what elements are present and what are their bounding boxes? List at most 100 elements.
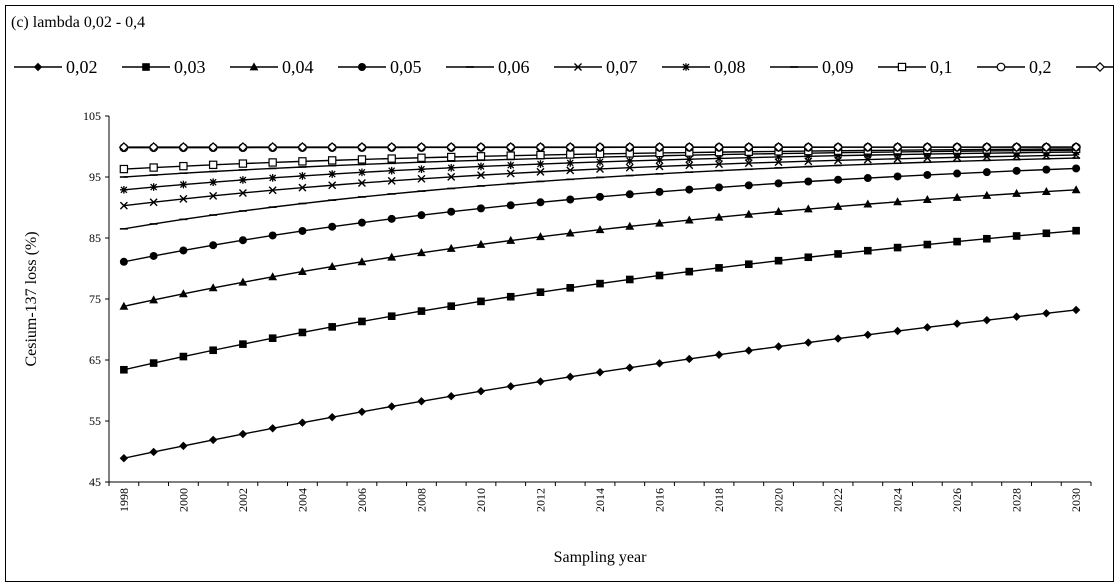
data-point	[773, 142, 784, 153]
x-tick-label: 2016	[653, 488, 667, 512]
data-point	[654, 142, 665, 153]
data-point	[833, 142, 844, 153]
data-point	[120, 365, 128, 374]
data-point	[566, 284, 575, 292]
data-point	[535, 142, 546, 153]
data-point	[179, 194, 188, 203]
data-point	[953, 237, 961, 246]
data-point	[149, 163, 158, 172]
legend-label: 0,04	[282, 57, 314, 77]
data-point	[625, 275, 634, 284]
data-point	[387, 154, 396, 163]
data-point	[178, 142, 189, 153]
data-point	[118, 142, 129, 153]
data-point	[149, 198, 158, 207]
data-point	[774, 153, 783, 161]
data-point	[268, 334, 277, 343]
y-tick-label: 45	[89, 475, 101, 489]
data-point	[268, 231, 277, 240]
data-point	[447, 172, 456, 181]
data-point	[328, 323, 336, 331]
y-tick-label: 65	[89, 353, 101, 367]
x-tick-label: 2006	[355, 488, 369, 512]
data-point	[923, 170, 932, 179]
data-point	[417, 174, 426, 183]
data-point	[713, 142, 725, 153]
data-point	[476, 152, 486, 161]
data-point	[625, 221, 635, 230]
data-point	[328, 181, 337, 190]
data-point	[892, 142, 903, 153]
data-point	[804, 253, 813, 262]
data-point	[804, 338, 813, 347]
data-point	[149, 447, 158, 457]
x-tick-label: 2008	[414, 488, 428, 512]
legend-label: 0,07	[606, 57, 638, 77]
legend-label: 0,2	[1029, 57, 1052, 77]
data-point	[774, 256, 783, 265]
data-point	[178, 289, 188, 298]
data-point	[981, 142, 992, 153]
x-axis-label: Sampling year	[554, 549, 648, 566]
data-point	[119, 301, 129, 310]
data-point	[506, 201, 515, 210]
data-point	[238, 236, 247, 245]
data-point	[298, 328, 307, 337]
data-point	[475, 142, 487, 153]
data-point	[685, 155, 694, 164]
data-point	[119, 257, 128, 266]
data-point	[1071, 305, 1081, 315]
data-point	[268, 272, 278, 281]
data-point	[268, 186, 277, 195]
data-point	[268, 158, 277, 167]
data-point	[209, 178, 217, 186]
x-tick-label: 2022	[831, 488, 845, 512]
data-point	[655, 156, 664, 164]
data-point	[596, 279, 604, 288]
data-point	[596, 192, 604, 201]
data-point	[566, 372, 575, 382]
x-tick-label: 2010	[474, 488, 488, 512]
data-point	[893, 326, 902, 336]
data-point	[417, 153, 426, 162]
data-point	[179, 246, 188, 255]
data-point	[358, 317, 366, 326]
data-point	[655, 271, 664, 280]
data-point	[119, 164, 129, 174]
data-point	[833, 201, 843, 210]
data-point	[595, 368, 605, 377]
data-point	[119, 201, 128, 210]
y-tick-label: 85	[89, 231, 101, 245]
data-point	[715, 183, 724, 192]
data-point	[328, 222, 337, 231]
y-tick-label: 75	[89, 292, 101, 306]
data-point	[1072, 226, 1080, 235]
data-point	[833, 334, 843, 343]
data-point	[417, 211, 426, 220]
data-point	[149, 359, 158, 367]
data-point	[834, 175, 843, 184]
data-point	[327, 412, 337, 422]
data-point	[357, 257, 367, 266]
data-point	[208, 435, 218, 445]
data-point	[476, 239, 486, 248]
y-axis-label: Cesium-137 loss (%)	[23, 231, 40, 366]
x-tick-label: 2028	[1010, 488, 1024, 512]
data-point	[952, 142, 963, 153]
x-tick-label: 2014	[593, 488, 607, 512]
data-point	[536, 198, 545, 207]
data-point	[238, 277, 248, 286]
x-tick-label: 2024	[891, 488, 905, 512]
data-point	[328, 170, 336, 178]
data-point	[387, 312, 396, 320]
data-point	[1071, 185, 1081, 194]
data-point	[209, 241, 218, 250]
data-point	[893, 172, 902, 181]
data-point	[536, 377, 545, 386]
series-line-0-02	[123, 309, 1077, 459]
data-point	[237, 142, 248, 153]
chart-title: (c) lambda 0,02 - 0,4	[11, 14, 145, 31]
data-point	[953, 169, 962, 178]
x-tick-label: 2000	[176, 488, 190, 512]
legend-marker	[897, 62, 907, 72]
